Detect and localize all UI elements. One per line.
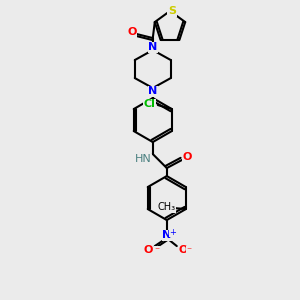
Text: CH₃: CH₃ (158, 202, 176, 212)
Text: N: N (148, 86, 158, 96)
Text: HN: HN (134, 154, 151, 164)
Text: +: + (169, 228, 176, 237)
Text: S: S (168, 6, 176, 16)
Text: ⁻: ⁻ (186, 246, 191, 256)
Text: ⁻: ⁻ (154, 246, 159, 256)
Text: O: O (143, 245, 152, 255)
Text: O: O (127, 27, 136, 37)
Text: O: O (178, 245, 188, 255)
Text: Cl: Cl (144, 99, 156, 109)
Text: N: N (148, 42, 158, 52)
Text: O: O (182, 152, 191, 162)
Text: N: N (162, 230, 171, 240)
